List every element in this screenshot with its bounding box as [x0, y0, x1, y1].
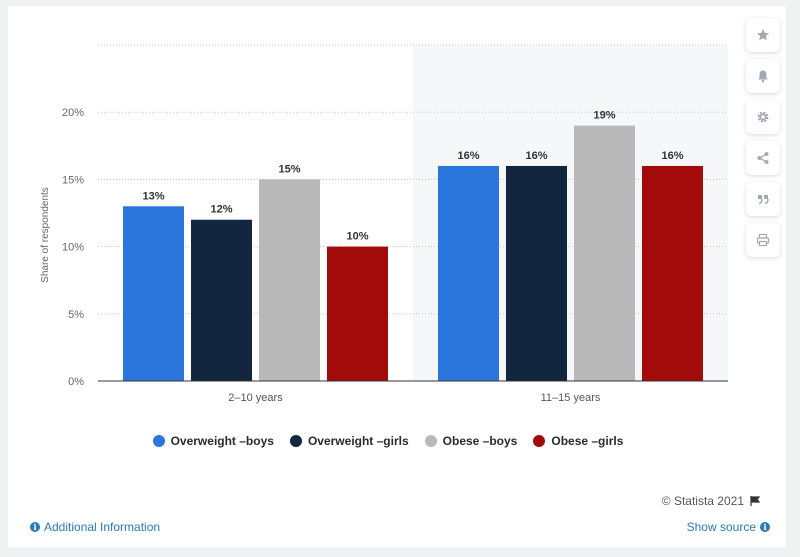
data-label: 16%	[525, 150, 547, 162]
gear-icon	[757, 111, 769, 123]
info-icon: i	[30, 522, 40, 532]
show-source-link[interactable]: Show source i	[687, 520, 774, 534]
legend-item-obese-girls[interactable]: Obese –girls	[533, 434, 623, 448]
data-label: 15%	[278, 163, 300, 175]
legend-item-overweight-girls[interactable]: Overweight –girls	[289, 434, 409, 448]
legend-label: Obese –girls	[551, 434, 624, 448]
data-label: 12%	[210, 204, 232, 216]
additional-information-label: Additional Information	[44, 520, 161, 534]
show-source-label: Show source	[686, 520, 756, 534]
data-label: 16%	[457, 150, 479, 162]
x-tick-label: 11–15 years	[541, 392, 601, 404]
settings-button[interactable]	[746, 100, 780, 134]
bar	[191, 219, 252, 381]
legend: Overweight –boys Overweight –girls Obese…	[8, 434, 768, 448]
legend-label: Overweight –boys	[170, 434, 274, 448]
bar	[506, 165, 567, 381]
y-tick-label: 20%	[62, 107, 84, 119]
bar	[123, 206, 184, 381]
legend-dot	[152, 435, 165, 447]
data-label: 10%	[346, 231, 368, 243]
legend-dot	[424, 435, 437, 447]
bar-chart: 13% 12% 15% 10% 16% 16% 19% 16% 0% 5% 10% 15% 20% Sh…	[40, 44, 728, 404]
y-tick-label: 0%	[68, 376, 84, 388]
cite-button[interactable]	[746, 182, 780, 216]
flag-icon	[750, 496, 760, 506]
quote-icon	[758, 195, 769, 205]
chart-toolbar	[746, 18, 780, 264]
bar	[327, 246, 388, 381]
y-tick-label: 15%	[62, 174, 84, 186]
share-button[interactable]	[746, 141, 780, 175]
data-label: 16%	[661, 150, 683, 162]
additional-information-link[interactable]: i Additional Information	[26, 520, 160, 534]
credit-text: © Statista 2021	[661, 494, 744, 508]
x-tick-label: 2–10 years	[228, 392, 283, 404]
y-tick-label: 5%	[68, 309, 84, 321]
legend-item-obese-boys[interactable]: Obese –boys	[424, 434, 518, 448]
legend-dot	[533, 435, 546, 447]
statista-credit[interactable]: © Statista 2021	[662, 494, 760, 508]
print-icon	[756, 233, 770, 247]
legend-label: Overweight –girls	[307, 434, 409, 448]
star-icon	[757, 29, 769, 41]
chart-card: 13% 12% 15% 10% 16% 16% 19% 16% 0% 5% 10% 15% 20% Sh…	[8, 6, 786, 547]
legend-dot	[289, 435, 302, 447]
favorite-button[interactable]	[746, 18, 780, 52]
share-icon	[757, 152, 769, 164]
print-button[interactable]	[746, 223, 780, 257]
bar	[642, 165, 703, 381]
bar	[259, 179, 320, 381]
bar	[438, 165, 499, 381]
legend-item-overweight-boys[interactable]: Overweight –boys	[152, 434, 274, 448]
y-axis-label: Share of respondents	[40, 187, 51, 283]
legend-label: Obese –boys	[442, 434, 518, 448]
y-tick-label: 10%	[62, 242, 84, 254]
info-icon: i	[760, 522, 770, 532]
bar	[574, 125, 635, 381]
data-label: 13%	[142, 190, 164, 202]
bell-icon	[758, 70, 768, 83]
data-label: 19%	[593, 110, 615, 122]
notification-button[interactable]	[746, 59, 780, 93]
